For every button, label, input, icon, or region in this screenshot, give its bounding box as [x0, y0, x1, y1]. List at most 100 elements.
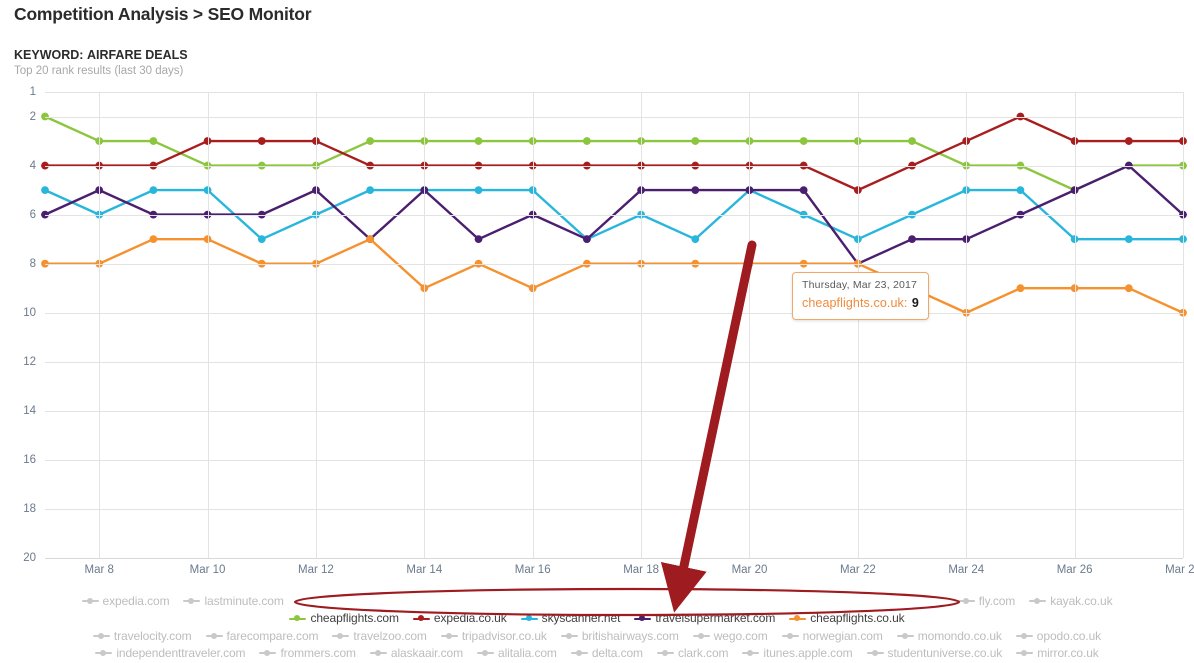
- legend-item-label: opodo.co.uk: [1036, 628, 1102, 643]
- y-axis-tick-label: 16: [23, 453, 36, 466]
- legend-item-inactive[interactable]: itunes.apple.com: [742, 646, 853, 660]
- tooltip-value: 9: [911, 296, 919, 310]
- gridline-vertical: [966, 92, 968, 558]
- series-data-point[interactable]: [366, 235, 375, 244]
- gridline-vertical: [424, 92, 426, 558]
- legend-item-label: cheapflights.com: [310, 611, 399, 625]
- series-data-point[interactable]: [366, 137, 375, 145]
- chart-plot-area: [41, 92, 1187, 559]
- legend-marker-icon: [520, 614, 538, 623]
- legend-item-inactive[interactable]: norwegian.com: [781, 628, 883, 643]
- legend-item-inactive[interactable]: wego.com: [692, 628, 768, 643]
- series-data-point[interactable]: [149, 137, 158, 145]
- y-axis-tick-label: 8: [29, 257, 36, 270]
- y-axis-tick-label: 12: [23, 355, 36, 368]
- series-data-point[interactable]: [1016, 284, 1025, 293]
- legend-marker-icon: [656, 648, 674, 657]
- legend-item-label: momondo.co.uk: [917, 628, 1002, 643]
- legend-item-label: clark.com: [677, 645, 729, 660]
- y-axis-tick-label: 20: [23, 552, 36, 564]
- legend-marker-icon: [896, 631, 914, 640]
- legend-item-active[interactable]: cheapflights.com: [289, 611, 399, 625]
- legend-marker-icon: [560, 631, 578, 640]
- series-data-point[interactable]: [149, 186, 158, 195]
- legend-marker-icon: [440, 631, 458, 640]
- keyword-line: KEYWORD: AIRFARE DEALS: [14, 48, 188, 62]
- gridline-horizontal: [45, 214, 1183, 216]
- legend-marker-icon: [957, 596, 975, 605]
- legend-item-inactive[interactable]: momondo.co.uk: [896, 628, 1002, 643]
- x-axis-tick-label: Mar 14: [406, 564, 443, 576]
- y-axis-labels: 1 2 4 6 8 10 12 14 16 18 20: [0, 86, 36, 564]
- series-data-point[interactable]: [908, 235, 916, 244]
- legend-item-inactive[interactable]: opodo.co.uk: [1015, 628, 1102, 643]
- legend-item-label: travelzoo.com: [353, 628, 427, 643]
- legend-item-inactive[interactable]: travelzoo.com: [332, 628, 427, 643]
- legend-item-inactive[interactable]: independenttraveler.com: [95, 645, 246, 660]
- series-data-point[interactable]: [799, 137, 808, 145]
- series-data-point[interactable]: [257, 137, 266, 145]
- legend-item-label: independenttraveler.com: [116, 645, 246, 660]
- legend-item-label: tripadvisor.co.uk: [461, 628, 547, 643]
- legend-item-inactive[interactable]: studentuniverse.co.uk: [866, 646, 1002, 660]
- legend-item-inactive[interactable]: lastminute.com: [183, 594, 284, 608]
- legend-item-active[interactable]: travelsupermarket.com: [634, 611, 775, 625]
- x-axis-labels: Mar 8 Mar 10 Mar 12 Mar 14 Mar 16 Mar 18 Mar 2…: [45, 564, 1194, 580]
- legend-item-label: skyscanner.net: [541, 611, 621, 625]
- gridline-horizontal: [45, 116, 1183, 118]
- legend-item-active[interactable]: cheapflights.co.uk: [789, 611, 905, 625]
- legend-item-inactive[interactable]: expedia.com: [81, 594, 170, 608]
- legend-item-label: kayak.co.uk: [1050, 593, 1113, 608]
- tooltip-row: cheapflights.co.uk: 9: [802, 294, 919, 312]
- gridline-horizontal: [45, 508, 1183, 510]
- x-axis-tick-label: Mar 26: [1056, 564, 1093, 576]
- series-data-point[interactable]: [366, 186, 375, 195]
- gridline-horizontal: [45, 459, 1183, 461]
- legend-item-inactive[interactable]: alaskaair.com: [369, 646, 463, 660]
- series-data-point[interactable]: [1016, 186, 1025, 195]
- y-axis-tick-label: 6: [29, 208, 36, 221]
- gridline-vertical: [641, 92, 643, 558]
- legend-item-label: norwegian.com: [802, 628, 883, 643]
- series-data-point[interactable]: [1124, 284, 1133, 293]
- series-data-point[interactable]: [908, 137, 916, 145]
- legend-item-label: frommers.com: [280, 645, 356, 660]
- legend-item-inactive[interactable]: frommers.com: [259, 645, 356, 660]
- legend-item-active[interactable]: expedia.co.uk: [412, 611, 507, 625]
- legend-item-inactive[interactable]: travelocity.com: [92, 629, 192, 643]
- legend-item-inactive[interactable]: fly.com: [957, 594, 1015, 608]
- legend-item-inactive[interactable]: kayak.co.uk: [1029, 593, 1113, 608]
- series-data-point[interactable]: [474, 137, 483, 145]
- legend-item-inactive[interactable]: britishairways.com: [560, 629, 679, 643]
- series-data-point[interactable]: [691, 235, 700, 244]
- series-data-point[interactable]: [691, 186, 700, 195]
- legend-item-inactive[interactable]: farecompare.com: [205, 629, 319, 643]
- keyword-label: KEYWORD:: [14, 48, 84, 62]
- x-axis-tick-label: Mar 16: [514, 564, 551, 576]
- series-data-point[interactable]: [257, 235, 266, 244]
- x-axis-tick-label: Mar 10: [189, 564, 226, 576]
- series-data-point[interactable]: [583, 137, 591, 145]
- legend-row-inactive-3: independenttraveler.com frommers.com alask…: [0, 644, 1194, 661]
- legend-item-inactive[interactable]: delta.com: [570, 646, 643, 660]
- series-data-point[interactable]: [1124, 235, 1133, 244]
- series-data-point[interactable]: [474, 235, 483, 244]
- series-data-point[interactable]: [799, 186, 808, 195]
- legend-marker-icon: [692, 631, 710, 640]
- series-data-point[interactable]: [41, 186, 49, 195]
- legend-item-label: wego.com: [713, 628, 768, 643]
- series-data-point[interactable]: [149, 235, 158, 244]
- series-data-point[interactable]: [474, 186, 483, 195]
- legend-marker-icon: [332, 631, 350, 640]
- legend-item-inactive[interactable]: alitalia.com: [477, 646, 557, 660]
- legend-item-inactive[interactable]: mirror.co.uk: [1016, 646, 1099, 660]
- legend-item-active[interactable]: skyscanner.net: [520, 611, 621, 625]
- gridline-vertical: [315, 92, 317, 558]
- legend-item-inactive[interactable]: tripadvisor.co.uk: [440, 628, 547, 643]
- legend-marker-icon: [259, 648, 277, 657]
- legend-marker-icon: [477, 648, 494, 657]
- series-data-point[interactable]: [691, 137, 700, 145]
- legend-item-inactive[interactable]: clark.com: [656, 645, 729, 660]
- series-data-point[interactable]: [583, 235, 591, 244]
- series-data-point[interactable]: [1124, 137, 1133, 145]
